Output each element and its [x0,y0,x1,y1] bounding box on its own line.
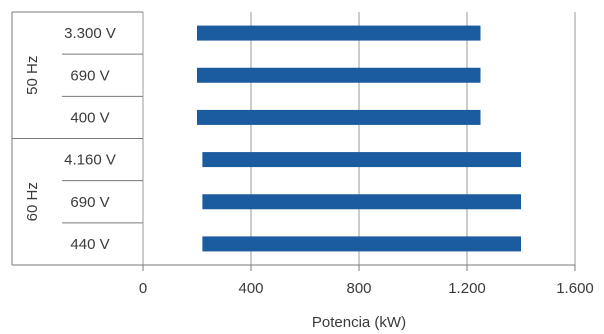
x-axis: 0 400 800 1.200 1.600 [12,264,594,297]
bars [197,25,521,252]
bar [197,25,481,41]
category-label: 690 V [70,194,109,211]
category-table: 50 Hz 3.300 V 690 V 400 V 60 Hz 4.160 V 690 V 4… [11,11,143,265]
category-label: 3.300 V [64,25,116,42]
x-tick-label: 800 [346,280,371,297]
category-label: 4.160 V [64,152,116,169]
bar [197,67,481,83]
x-tick-label: 400 [238,280,263,297]
x-tick-label: 0 [139,280,147,297]
x-axis-title: Potencia (kW) [312,314,406,331]
bar [202,194,521,210]
x-tick-label: 1.600 [556,280,594,297]
category-label: 690 V [70,67,109,84]
bar [197,109,481,125]
group-label: 50 Hz [24,56,41,95]
group-label: 60 Hz [24,182,41,221]
bar [202,152,521,168]
x-tick-label: 1.200 [448,280,486,297]
category-label: 400 V [70,109,109,126]
category-label: 440 V [70,236,109,253]
gridlines [142,12,576,265]
bar [202,236,521,252]
